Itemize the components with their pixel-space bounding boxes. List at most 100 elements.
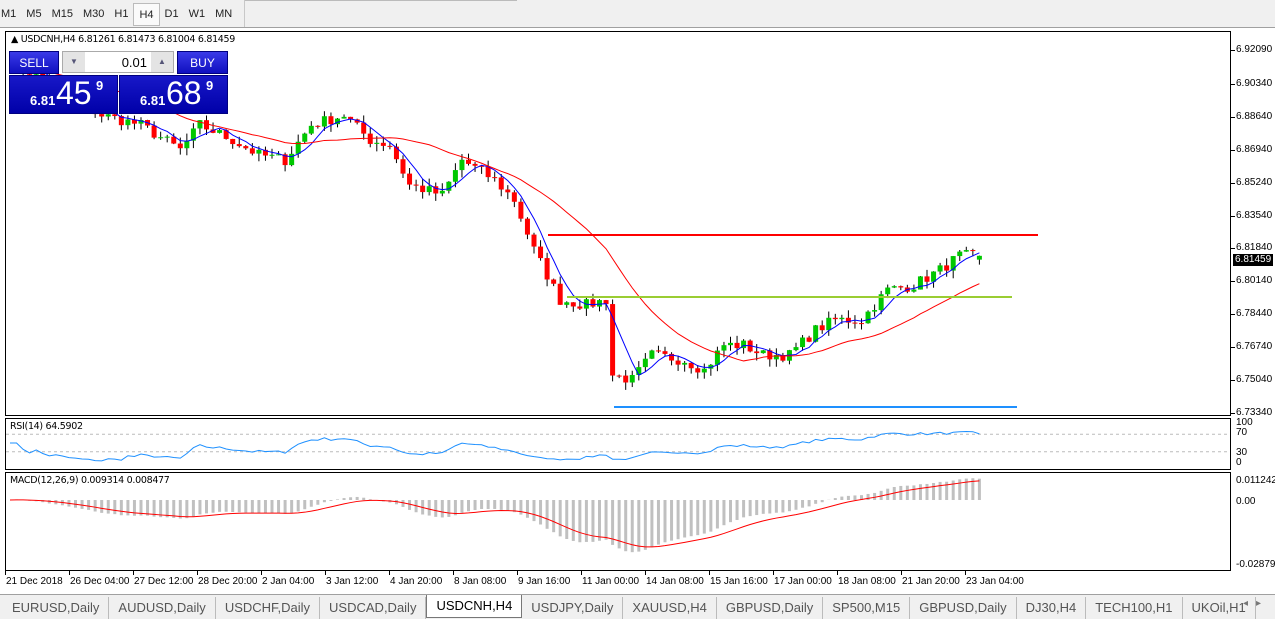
chart-tab[interactable]: TECH100,H1 [1086,597,1183,619]
timeframe-mn[interactable]: MN [215,8,233,20]
price-axis-label: 6.78440 [1236,308,1273,320]
lot-value[interactable]: 0.01 [121,55,147,70]
timeframe-w1[interactable]: W1 [188,8,206,20]
time-axis-label: 18 Jan 08:00 [838,576,896,587]
buy-price-fraction: 9 [206,78,214,93]
sell-price-prefix: 6.81 [30,93,56,108]
timeframe-m1[interactable]: M1 [1,8,17,20]
sell-price-button[interactable]: 6.81 45 9 [9,75,118,114]
lot-decrease-button[interactable]: ▼ [63,52,85,72]
buy-price-pips: 68 [166,75,202,111]
time-tick [645,571,646,575]
macd-pane[interactable] [5,472,1231,571]
rsi-pane[interactable] [5,418,1231,470]
chart-tab[interactable]: GBPUSD,Daily [910,597,1017,619]
time-axis-label: 21 Jan 20:00 [902,576,960,587]
price-axis-label: 6.86940 [1236,143,1273,155]
price-axis-label: 6.73340 [1236,407,1273,418]
price-axis-label: 6.88640 [1236,110,1273,122]
time-axis-label: 14 Jan 08:00 [646,576,704,587]
time-tick [133,571,134,575]
sell-button[interactable]: SELL [9,51,59,74]
chart-tab[interactable]: GBPUSD,Daily [717,597,824,619]
sell-price-fraction: 9 [96,78,104,93]
time-tick [709,571,710,575]
chart-tab[interactable]: XAUUSD,H4 [623,597,717,619]
price-tick [1231,413,1235,414]
macd-axis-label: 0.011242 [1236,475,1275,486]
price-axis-label: 6.90340 [1236,77,1273,89]
lot-size-field[interactable]: ▼ 0.01 ▲ [62,51,174,73]
timeframe-h1[interactable]: H1 [114,8,129,20]
one-click-trading-panel: SELL ▼ 0.01 ▲ BUY 6.81 45 9 6.81 68 9 [9,51,229,114]
time-axis-label: 8 Jan 08:00 [454,576,507,587]
buy-price-prefix: 6.81 [140,93,166,108]
rsi-label: RSI(14) 64.5902 [10,421,83,432]
time-axis-label: 4 Jan 20:00 [390,576,443,587]
time-axis-label: 2 Jan 04:00 [262,576,315,587]
price-axis-label: 6.83540 [1236,209,1273,221]
price-tick [1231,83,1235,85]
chart-tab[interactable]: USDJPY,Daily [522,597,624,619]
macd-label: MACD(12,26,9) 0.009314 0.008477 [10,475,170,486]
price-axis-label: 6.85240 [1236,176,1273,188]
chart-tab[interactable]: SP500,M15 [823,597,911,619]
chart-tab[interactable]: USDCAD,Daily [320,597,427,619]
rsi-axis-label: 100 [1236,417,1253,428]
chart-header: ▲ USDCNH,H4 6.81261 6.81473 6.81004 6.81… [11,34,236,45]
time-tick [773,571,774,575]
time-tick [389,571,390,575]
timeframe-m30[interactable]: M30 [82,8,105,20]
time-tick [453,571,454,575]
buy-price-button[interactable]: 6.81 68 9 [119,75,228,114]
time-axis-label: 11 Jan 00:00 [582,576,640,587]
time-axis-label: 28 Dec 20:00 [198,576,258,587]
chart-tab[interactable]: USDCNH,H4 [426,595,523,618]
price-axis-label: 6.75040 [1236,374,1273,386]
chart-tab[interactable]: UKOil,H1 [1183,597,1256,619]
buy-button[interactable]: BUY [177,51,228,74]
time-tick [325,571,326,575]
timeframe-d1[interactable]: D1 [164,8,179,20]
time-axis-label: 15 Jan 16:00 [710,576,768,587]
time-tick [901,571,902,575]
time-tick [581,571,582,575]
time-tick [69,571,70,575]
time-tick [5,571,6,575]
time-axis-label: 27 Dec 12:00 [134,576,194,587]
chart-ohlc-text: USDCNH,H4 6.81261 6.81473 6.81004 6.8145… [20,34,236,45]
time-tick [197,571,198,575]
price-tick [1231,248,1235,250]
price-tick [1231,314,1235,316]
rsi-axis-label: 30 [1236,447,1248,458]
timeframe-m15[interactable]: M15 [51,8,73,20]
lot-increase-button[interactable]: ▲ [151,52,173,72]
time-tick [837,571,838,575]
chart-tab[interactable]: DJ30,H4 [1017,597,1087,619]
price-axis-label: 6.76740 [1236,341,1273,353]
price-tick [1231,50,1235,51]
chart-tab[interactable]: USDCHF,Daily [216,597,321,619]
price-tick [1231,347,1235,349]
sell-price-pips: 45 [56,75,92,111]
price-tick [1231,116,1235,118]
price-tick [1231,281,1235,283]
chart-tab[interactable]: EURUSD,Daily [3,597,110,619]
time-axis-label: 21 Dec 2018 [6,576,63,587]
timeframe-m5[interactable]: M5 [26,8,42,20]
tab-scroll-arrows[interactable]: ◂▸ [1242,598,1269,609]
time-axis-label: 26 Dec 04:00 [70,576,130,587]
price-tick [1231,380,1235,382]
price-tick [1231,149,1235,151]
time-axis-label: 17 Jan 00:00 [774,576,832,587]
chart-tabs: EURUSD,Daily AUDUSD,Daily USDCHF,Daily USDC… [0,594,1275,619]
price-tick [1231,182,1235,184]
timeframe-h4[interactable]: H4 [133,3,160,26]
time-axis-label: 23 Jan 04:00 [966,576,1024,587]
macd-axis-label: 0.00 [1236,496,1256,507]
price-axis-label: 6.81840 [1236,242,1273,254]
rsi-axis-label: 0 [1236,457,1242,468]
time-tick [965,571,966,575]
time-tick [517,571,518,575]
chart-tab[interactable]: AUDUSD,Daily [109,597,216,619]
